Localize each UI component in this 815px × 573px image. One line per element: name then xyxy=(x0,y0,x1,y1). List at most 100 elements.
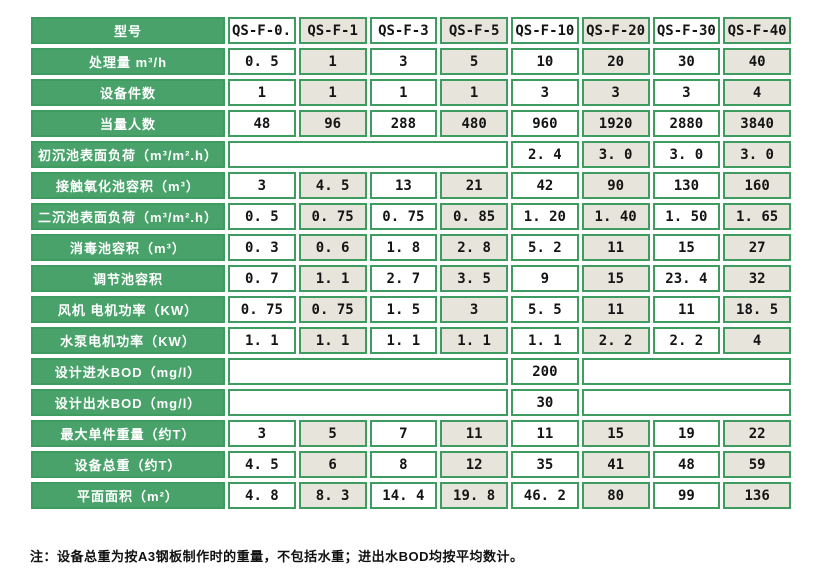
model-header: QS-F-20 xyxy=(581,17,650,44)
data-cell: 4 xyxy=(723,79,791,106)
data-cell: 1. 20 xyxy=(511,203,579,230)
data-cell: 480 xyxy=(440,110,508,137)
data-cell: 1920 xyxy=(581,110,650,137)
data-cell: 1 xyxy=(298,48,367,75)
data-cell: 13 xyxy=(369,172,438,199)
data-cell: 6 xyxy=(298,451,367,478)
data-cell: 136 xyxy=(723,482,791,509)
row-secondary-settling-load: 二沉池表面负荷（m³/m².h） 0. 5 0. 75 0. 75 0. 85 … xyxy=(31,203,791,230)
data-cell: 48 xyxy=(228,110,296,137)
data-cell: 12 xyxy=(440,451,508,478)
data-cell: 9 xyxy=(511,265,579,292)
empty-merged-cell xyxy=(228,389,508,416)
data-cell: 0. 5 xyxy=(228,48,296,75)
data-cell: 30 xyxy=(652,48,721,75)
model-header: QS-F-5 xyxy=(440,17,508,44)
data-cell: 1. 1 xyxy=(440,327,508,354)
row-fan-motor-power: 风机 电机功率（KW） 0. 75 0. 75 1. 5 3 5. 5 11 1… xyxy=(31,296,791,323)
data-cell: 21 xyxy=(440,172,508,199)
data-cell: 1. 8 xyxy=(369,234,438,261)
data-cell: 3 xyxy=(581,79,650,106)
model-header: QS-F-40 xyxy=(723,17,791,44)
data-cell: 3 xyxy=(440,296,508,323)
empty-merged-cell xyxy=(581,389,791,416)
data-cell: 130 xyxy=(652,172,721,199)
data-cell: 10 xyxy=(511,48,579,75)
row-unit-count: 设备件数 1 1 1 1 3 3 3 4 xyxy=(31,79,791,106)
data-cell: 160 xyxy=(723,172,791,199)
data-cell: 200 xyxy=(511,358,579,385)
data-cell: 2. 2 xyxy=(652,327,721,354)
data-cell: 3. 0 xyxy=(723,141,791,168)
model-header: QS-F-30 xyxy=(652,17,721,44)
row-label: 设计出水BOD（mg/l） xyxy=(31,389,225,416)
data-cell: 90 xyxy=(581,172,650,199)
data-cell: 2. 8 xyxy=(440,234,508,261)
data-cell: 3. 5 xyxy=(440,265,508,292)
data-cell: 1. 50 xyxy=(652,203,721,230)
row-max-unit-weight: 最大单件重量（约T） 3 5 7 11 11 15 19 22 xyxy=(31,420,791,447)
data-cell: 3. 0 xyxy=(652,141,721,168)
data-cell: 1. 5 xyxy=(369,296,438,323)
data-cell: 27 xyxy=(723,234,791,261)
data-cell: 14. 4 xyxy=(369,482,438,509)
row-disinfection-volume: 消毒池容积（m³） 0. 3 0. 6 1. 8 2. 8 5. 2 11 15… xyxy=(31,234,791,261)
data-cell: 11 xyxy=(581,296,650,323)
row-primary-settling-load: 初沉池表面负荷（m³/m².h） 2. 4 3. 0 3. 0 3. 0 xyxy=(31,141,791,168)
data-cell: 1. 1 xyxy=(511,327,579,354)
row-label: 当量人数 xyxy=(31,110,225,137)
data-cell: 0. 3 xyxy=(228,234,296,261)
data-cell: 46. 2 xyxy=(511,482,579,509)
data-cell: 1. 1 xyxy=(228,327,296,354)
data-cell: 30 xyxy=(511,389,579,416)
data-cell: 0. 7 xyxy=(228,265,296,292)
row-label: 消毒池容积（m³） xyxy=(31,234,225,261)
empty-merged-cell xyxy=(228,358,508,385)
data-cell: 2. 7 xyxy=(369,265,438,292)
row-label: 水泵电机功率（KW） xyxy=(31,327,225,354)
data-cell: 5 xyxy=(440,48,508,75)
data-cell: 3 xyxy=(652,79,721,106)
data-cell: 2. 4 xyxy=(511,141,579,168)
empty-merged-cell xyxy=(228,141,508,168)
data-cell: 2880 xyxy=(652,110,721,137)
row-inlet-bod: 设计进水BOD（mg/l） 200 xyxy=(31,358,791,385)
data-cell: 11 xyxy=(440,420,508,447)
row-label: 设备件数 xyxy=(31,79,225,106)
data-cell: 0. 75 xyxy=(298,203,367,230)
data-cell: 4. 5 xyxy=(228,451,296,478)
data-cell: 3840 xyxy=(723,110,791,137)
model-header: QS-F-3 xyxy=(369,17,438,44)
row-label: 初沉池表面负荷（m³/m².h） xyxy=(31,141,225,168)
data-cell: 8 xyxy=(369,451,438,478)
data-cell: 11 xyxy=(581,234,650,261)
data-cell: 1 xyxy=(440,79,508,106)
data-cell: 2. 2 xyxy=(581,327,650,354)
data-cell: 11 xyxy=(511,420,579,447)
data-cell: 0. 85 xyxy=(440,203,508,230)
data-cell: 3 xyxy=(511,79,579,106)
data-cell: 3 xyxy=(228,172,296,199)
footnote: 注：设备总重为按A3钢板制作时的重量，不包括水重；进出水BOD均按平均数计。 xyxy=(30,549,524,564)
data-cell: 0. 5 xyxy=(228,203,296,230)
data-cell: 40 xyxy=(723,48,791,75)
data-cell: 99 xyxy=(652,482,721,509)
data-cell: 3. 0 xyxy=(581,141,650,168)
data-cell: 15 xyxy=(581,420,650,447)
empty-merged-cell xyxy=(581,358,791,385)
data-cell: 32 xyxy=(723,265,791,292)
data-cell: 15 xyxy=(581,265,650,292)
spec-table: 型号 QS-F-0. 5 QS-F-1 QS-F-3 QS-F-5 QS-F-1… xyxy=(28,13,794,513)
data-cell: 19. 8 xyxy=(440,482,508,509)
row-total-weight: 设备总重（约T） 4. 5 6 8 12 35 41 48 59 xyxy=(31,451,791,478)
row-label: 设备总重（约T） xyxy=(31,451,225,478)
data-cell: 4 xyxy=(723,327,791,354)
data-cell: 1. 1 xyxy=(298,265,367,292)
data-cell: 3 xyxy=(228,420,296,447)
row-regulating-volume: 调节池容积 0. 7 1. 1 2. 7 3. 5 9 15 23. 4 32 xyxy=(31,265,791,292)
data-cell: 1. 1 xyxy=(369,327,438,354)
data-cell: 1. 1 xyxy=(298,327,367,354)
row-capacity: 处理量 m³/h 0. 5 1 3 5 10 20 30 40 xyxy=(31,48,791,75)
data-cell: 0. 75 xyxy=(298,296,367,323)
